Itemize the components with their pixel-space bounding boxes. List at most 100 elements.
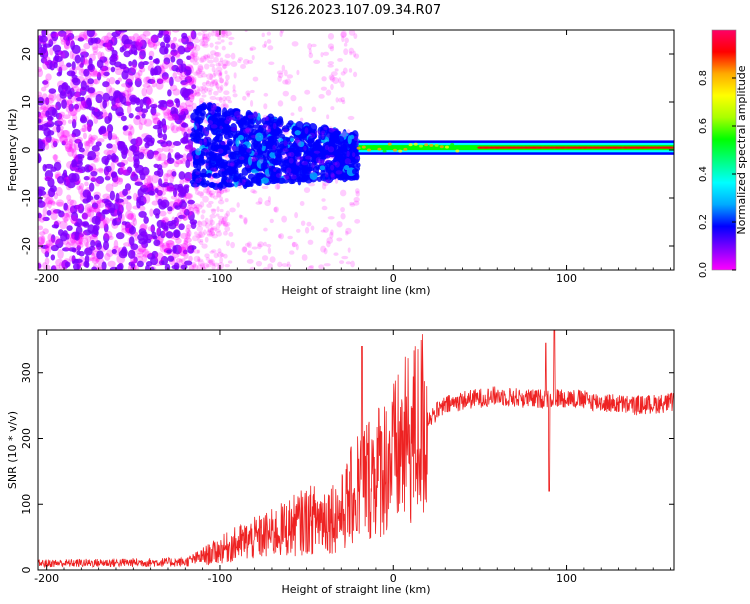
spectrogram-cell (38, 225, 44, 231)
spectrogram-cell (146, 183, 154, 191)
spectrogram-cell (211, 263, 216, 270)
spectrogram-cell (65, 105, 72, 113)
spectrogram-cell (175, 237, 182, 244)
spectrogram-cell (151, 81, 157, 88)
spectrogram-cell (434, 143, 439, 147)
spectrogram-cell (220, 34, 226, 38)
spectrogram-cell (73, 204, 81, 210)
spectrogram-cell (182, 177, 191, 183)
spectrogram-cell (247, 241, 252, 249)
spectrogram-cell (337, 57, 343, 62)
spectrogram-cell (224, 188, 231, 193)
spectrogram-cell (444, 145, 449, 149)
spectrogram-cell (200, 112, 205, 121)
spectrogram-cell (70, 215, 78, 225)
spectrogram-cell (118, 250, 128, 259)
colorbar-tick-label: 0.0 (698, 262, 709, 278)
spectrogram-cell (166, 184, 175, 193)
spectrogram-cell (206, 106, 215, 112)
spectrogram-cell (305, 147, 314, 154)
spectrogram-cell (221, 216, 228, 223)
spectrogram-cell (185, 192, 193, 200)
spectrogram-cell (197, 237, 201, 244)
spectrogram-cell (208, 200, 214, 205)
spectrogram-cell (179, 179, 185, 185)
spectrogram-cell (180, 87, 188, 97)
spectrogram-cell (40, 105, 47, 111)
spectrogram-cell (217, 251, 224, 258)
spectrogram-cell (209, 219, 215, 226)
spectrogram-cell (95, 93, 103, 104)
spectrogram-cell (260, 177, 269, 184)
spectrogram-cell (107, 112, 113, 122)
spectrogram-cell (330, 172, 335, 178)
spectrogram-cell (152, 117, 161, 125)
spectrogram-cell (94, 179, 101, 187)
spectrogram-cell (173, 199, 181, 204)
spectrogram-cell (227, 100, 233, 104)
spectrogram-cell (211, 227, 218, 232)
spectrogram-cell (232, 93, 238, 98)
spectrogram-cell (78, 234, 83, 245)
spectrogram-cell (186, 41, 195, 50)
spectrogram-cell (259, 157, 264, 164)
spectrogram-cell (191, 92, 197, 96)
spectrogram-cell (87, 78, 95, 85)
spectrogram-cell (331, 127, 338, 131)
spectrogram-cell (111, 248, 117, 254)
spectrogram-cell (157, 156, 162, 162)
spectrogram-cell (666, 146, 674, 149)
spectrogram-cell (171, 252, 180, 259)
spectrogram-cell (138, 210, 147, 218)
spectrogram-cell (124, 183, 132, 191)
spectrogram-cell (166, 101, 174, 108)
spectrogram-cell (222, 96, 227, 102)
spectrogram-cell (170, 195, 178, 200)
spectrogram-cell (162, 76, 168, 82)
spectrogram-cell (545, 146, 552, 149)
spectrogram-cell (48, 187, 56, 198)
spectrogram-cell (247, 121, 255, 129)
spectrogram-cell (212, 105, 217, 109)
spectrogram-cell (244, 148, 252, 155)
spectrogram-cell (200, 159, 207, 165)
spectrogram-cell (198, 86, 204, 92)
spectrogram-cell (162, 133, 168, 141)
spectrogram-cell (324, 144, 330, 151)
spectrogram-cell (167, 206, 173, 212)
spectrogram-cell (139, 39, 147, 50)
spectrogram-cell (76, 185, 81, 191)
spectrogram-cell (38, 112, 46, 118)
spectrogram-cell (225, 60, 231, 67)
spectrogram-cell (162, 143, 171, 153)
spectrogram-cell (55, 258, 64, 267)
spectrogram-cell (51, 31, 59, 42)
spectrogram-cell (245, 164, 251, 169)
spectrogram-cell (200, 55, 207, 63)
spectrogram-cell (215, 82, 220, 90)
spectrogram-cell (239, 177, 246, 186)
spectrogram-cell (134, 41, 141, 47)
spectrogram-cell (68, 103, 75, 112)
x-tick-label: 0 (390, 572, 397, 585)
spectrogram-cell (130, 64, 137, 73)
spectrogram-cell (179, 102, 188, 111)
spectrogram-cell (115, 79, 121, 85)
spectrogram-cell (327, 146, 333, 156)
spectrogram-cell (171, 219, 177, 224)
spectrogram-cell (126, 195, 132, 200)
spectrogram-cell (156, 227, 162, 237)
spectrogram-cell (166, 186, 175, 192)
spectrogram-cell (184, 260, 193, 266)
spectrogram-cell (215, 191, 222, 198)
spectrogram-cell (127, 213, 134, 221)
spectrogram-cell (276, 154, 282, 159)
spectrogram-cell (183, 107, 189, 114)
spectrogram-cell (126, 166, 133, 174)
spectrogram-cell (112, 104, 121, 109)
spectrogram-cell (203, 148, 210, 153)
spectrogram-cell (57, 175, 65, 184)
spectrogram-cell (330, 134, 336, 139)
spectrogram-cell (310, 43, 317, 48)
spectrogram-cell (205, 257, 210, 261)
